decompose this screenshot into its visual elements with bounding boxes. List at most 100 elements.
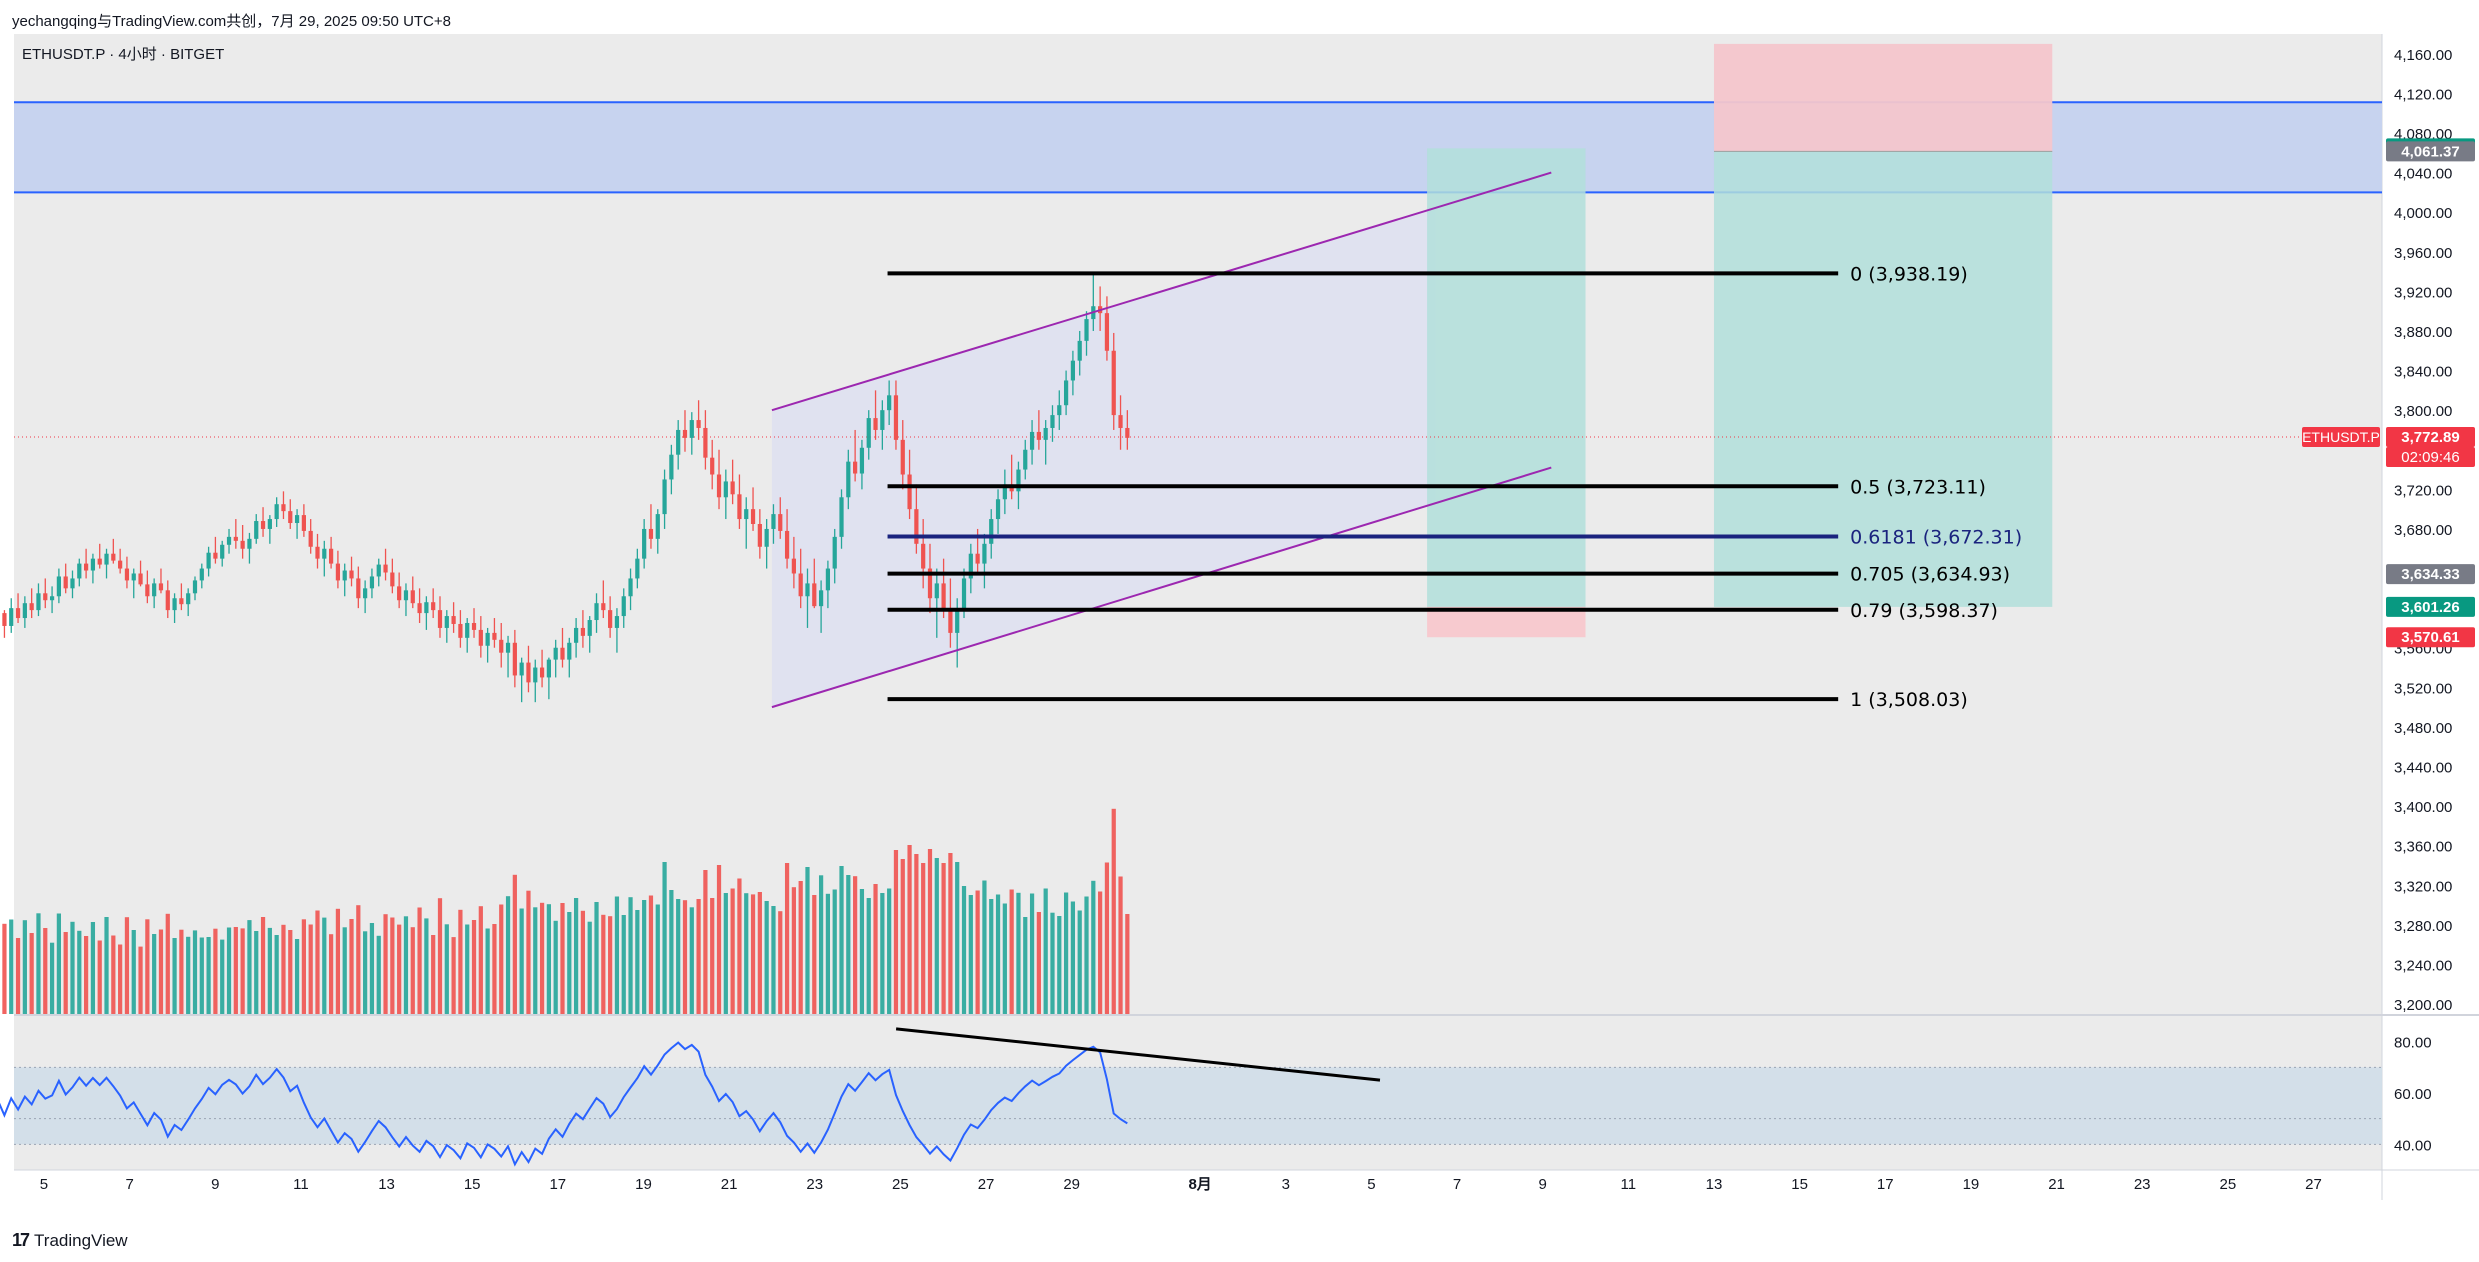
share-text: yechangqing与TradingView.com共创，7月 29, 202… [12,13,451,30]
long-position-target-zone[interactable] [1427,148,1586,607]
volume-bar [281,924,286,1014]
price-tick-label: 3,280.00 [2394,918,2452,935]
candle-body [145,584,150,597]
volume-bar [260,917,266,1014]
volume-bar [662,862,667,1014]
candle-body [805,583,810,597]
candle-body [873,418,878,430]
candle-body [628,578,633,597]
time-tick-label: 7 [1453,1176,1461,1193]
channel-lower-line[interactable] [771,466,1552,709]
volume-bar [349,919,354,1014]
volume-bar [417,907,422,1014]
candle-body [642,528,647,559]
candle-body [982,543,987,564]
volume-bar [968,895,973,1014]
short-position-target-zone[interactable] [1713,151,2053,607]
volume-bar [764,901,769,1014]
candle-body [451,616,456,624]
candle-body [512,642,517,676]
candle-body [138,573,143,585]
candle-body [1016,469,1021,492]
candle-body [655,514,660,539]
candle-body [199,568,204,581]
candle-body [1077,340,1082,361]
candle-body [15,608,21,619]
volume-bar [1118,876,1123,1014]
tradingview-logo-text: TradingView [34,1230,128,1250]
fib-level-label: 1 (3,508.03) [1850,689,1968,711]
volume-bar [179,929,184,1014]
candle-body [206,552,211,569]
rsi-line[interactable] [0,1041,1128,1167]
price-tag-label: 3,601.26 [2401,599,2459,616]
candle-body [356,578,361,599]
volume-bar [805,867,810,1014]
candle-body [744,509,749,520]
candle-body [152,583,157,597]
candle-body [737,494,742,520]
candle-body [97,558,102,565]
rsi-trendline[interactable] [895,1027,1381,1082]
time-tick-label: 7 [125,1176,133,1193]
price-tick-label: 4,000.00 [2394,205,2452,222]
candle-body [158,583,164,591]
volume-bar [846,875,851,1014]
volume-bar [342,927,347,1014]
candle-body [226,536,232,545]
volume-bar [1104,862,1110,1014]
candle-body [267,519,272,529]
volume-bar [594,902,599,1014]
price-tick-label: 3,840.00 [2394,364,2452,381]
tradingview-logo[interactable]: 17 TradingView [12,1230,128,1251]
candle-body [818,590,824,607]
short-position-stop-zone[interactable] [1713,43,2053,152]
symbol-line: ETHUSDT.P · 4小时 · BITGET [22,46,224,63]
volume-bar [247,920,252,1014]
price-tick-label: 4,160.00 [2394,47,2452,64]
volume-bar [710,898,715,1014]
candle-body [1043,427,1048,440]
volume-bar [655,904,660,1014]
candle-body [485,632,490,646]
volume-bar [934,858,939,1014]
share-header: yechangqing与TradingView.com共创，7月 29, 202… [0,0,2479,34]
volume-bar [1016,892,1021,1014]
candle-body [179,598,184,605]
volume-bar [485,928,490,1014]
candle-body [1070,360,1076,381]
candle-body [594,603,599,621]
price-tick-label: 3,240.00 [2394,958,2452,975]
volume-bar [1125,914,1130,1014]
channel-upper-line[interactable] [771,171,1552,412]
long-position-stop-zone[interactable] [1427,606,1586,638]
volume-bar [1050,912,1055,1014]
volume-bar [1091,880,1096,1014]
candle-body [90,558,96,571]
time-tick-label: 21 [2048,1176,2065,1193]
candle-body [328,548,334,564]
candle-body [1050,415,1055,428]
fib-level-label: 0.6181 (3,672.31) [1850,527,2022,549]
candle-body [1057,405,1062,416]
price-tick-label: 4,040.00 [2394,166,2452,183]
candle-body [995,499,1001,520]
volume-bar [580,910,586,1014]
volume-bar [390,917,395,1014]
candle-body [233,536,238,541]
candle-body [63,576,68,589]
volume-bar [682,900,688,1014]
candle-body [1023,449,1028,470]
candle-body [1002,484,1007,500]
volume-bar [948,853,953,1014]
candle-body [499,639,504,653]
time-tick-label: 15 [464,1176,481,1193]
candle-body [1029,431,1035,450]
time-tick-label: 13 [1706,1176,1723,1193]
candle-body [914,509,919,544]
candle-body [29,603,34,611]
candle-body [36,593,41,611]
volume-bar [730,888,735,1014]
volume-bar [676,899,681,1014]
